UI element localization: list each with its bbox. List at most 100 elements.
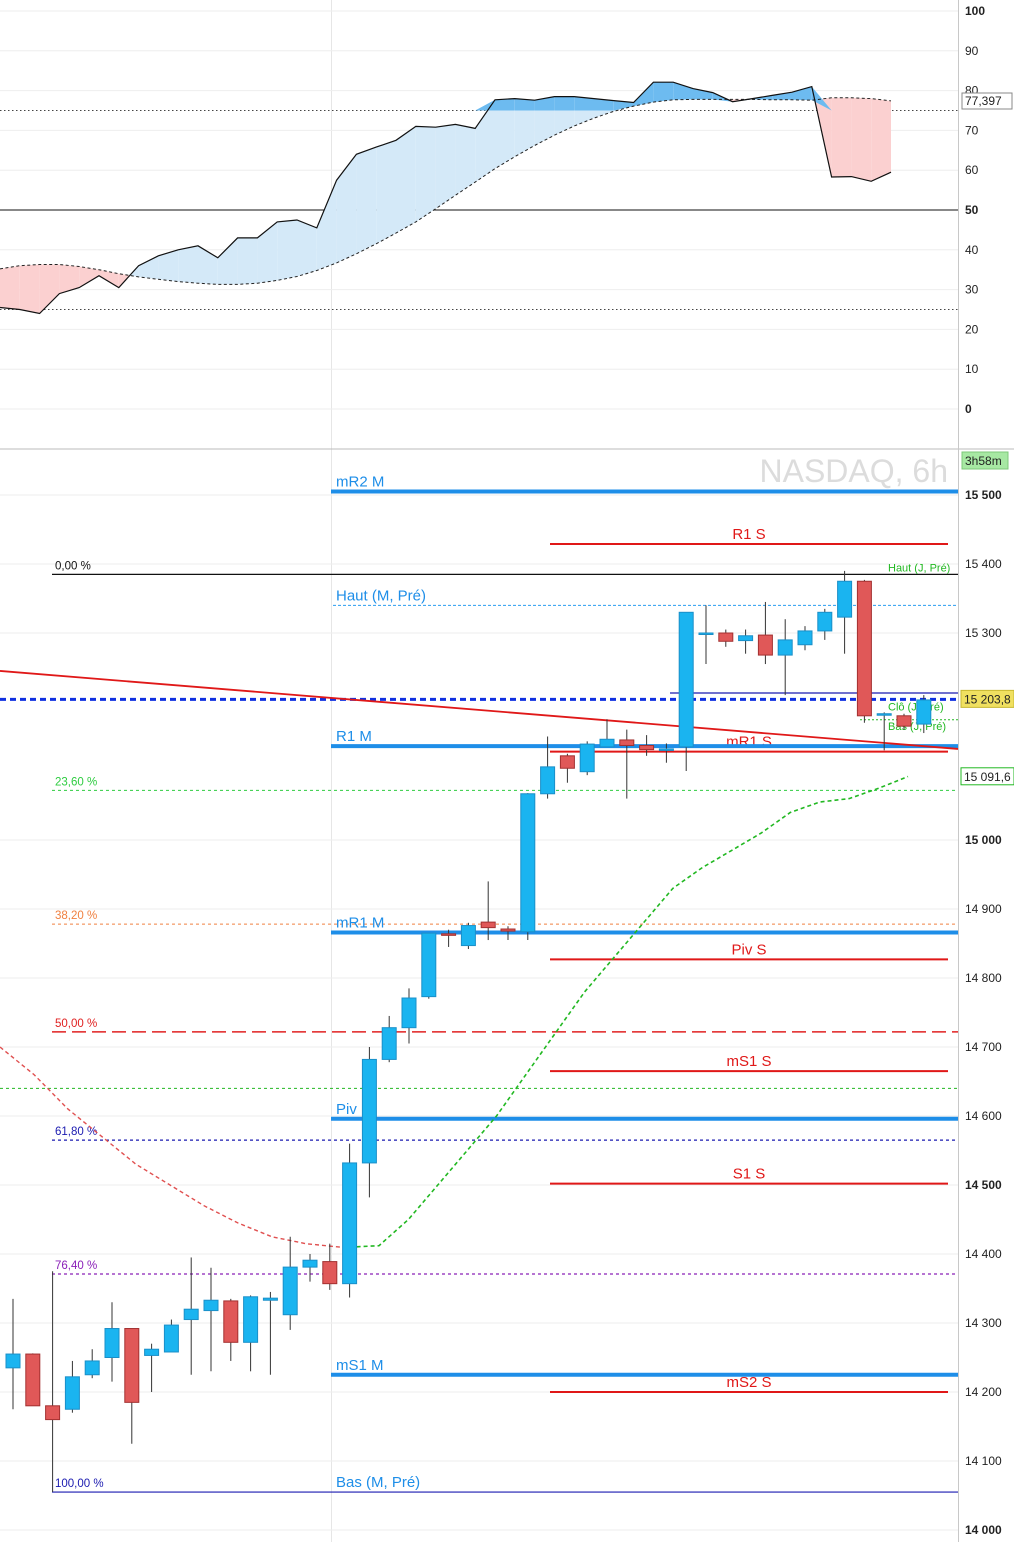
daily-level-label: Clô (J, Pré) [888, 702, 944, 714]
osc-fill-segment [455, 124, 476, 196]
monthly-pivot-label: mR2 M [336, 474, 384, 491]
price-tick-label: 14 900 [965, 902, 1002, 916]
osc-tick-label: 70 [965, 123, 979, 137]
candle-bullish [421, 932, 437, 998]
osc-fill-segment [376, 140, 396, 244]
bas-m-label: Bas (M, Pré) [336, 1474, 420, 1491]
candle-bullish [163, 1324, 179, 1353]
ma-price-box [960, 767, 1014, 786]
timer-box [961, 451, 1009, 470]
candle-bearish [757, 634, 773, 656]
candle-bullish [797, 630, 813, 646]
price-tick-label: 14 100 [965, 1454, 1002, 1468]
osc-fill-segment [59, 264, 80, 294]
osc-overbought-fill [495, 98, 515, 111]
osc-fill-segment [871, 98, 891, 182]
osc-fill-segment [316, 180, 337, 271]
candle-bullish [738, 635, 754, 642]
trend-line [0, 670, 959, 750]
osc-last-value-box [961, 92, 1013, 110]
osc-fill-segment [277, 219, 297, 281]
fib-level-label: 50,00 % [55, 1018, 97, 1030]
candle-bearish [896, 715, 912, 727]
candle-bullish [540, 766, 556, 795]
timer-label: 3h58m [965, 454, 1002, 468]
osc-tick-label: 90 [965, 44, 979, 58]
osc-tick-label: 100 [965, 4, 985, 18]
candle-bullish [203, 1299, 219, 1312]
price-tick-label: 14 800 [965, 971, 1002, 985]
price-tick-label: 14 500 [965, 1178, 1002, 1192]
price-tick-label: 14 600 [965, 1109, 1002, 1123]
daily-level-label: Haut (J, Pré) [888, 562, 950, 574]
osc-tick-label: 50 [965, 203, 979, 217]
osc-overbought-fill [574, 96, 594, 111]
candle-bullish [5, 1353, 21, 1369]
candle-bullish [520, 793, 536, 933]
candle-bearish [718, 632, 734, 642]
candle-bullish [84, 1360, 100, 1376]
monthly-pivot-label: mS1 M [336, 1357, 384, 1374]
osc-signal-line [0, 97, 892, 285]
price-tick-label: 14 000 [965, 1523, 1002, 1537]
price-tick-label: 14 200 [965, 1385, 1002, 1399]
osc-fill-segment [356, 147, 377, 254]
price-tick-label: 14 700 [965, 1040, 1002, 1054]
osc-overbought-fill [554, 96, 575, 111]
candle-bearish [25, 1353, 41, 1407]
candle-bullish [64, 1376, 80, 1410]
price-tick-label: 14 300 [965, 1316, 1002, 1330]
osc-fill-segment [138, 255, 159, 280]
last-price-label: 15 203,8 [964, 692, 1011, 706]
candle-bearish [124, 1328, 140, 1403]
price-tick-label: 14 400 [965, 1247, 1002, 1261]
osc-tick-label: 60 [965, 163, 979, 177]
osc-fill-segment [435, 124, 456, 209]
osc-overbought-fill [594, 98, 614, 111]
osc-fill-segment [475, 99, 495, 183]
osc-overbought-fill [792, 86, 812, 101]
osc-fill-segment [336, 154, 357, 263]
price-tick-label: 15 000 [965, 833, 1002, 847]
price-tick-label: 15 400 [965, 557, 1002, 571]
osc-fill-segment [99, 269, 119, 288]
osc-overbought-fill [514, 98, 535, 111]
osc-overbought-fill [811, 86, 832, 111]
osc-fill-segment [851, 97, 872, 182]
fib-level-label: 38,20 % [55, 910, 97, 922]
weekly-pivot-label: mS2 S [726, 1374, 771, 1391]
candle-bearish [619, 739, 635, 746]
candle-bullish [837, 580, 853, 618]
candle-bullish [262, 1297, 278, 1301]
osc-fill-segment [514, 98, 535, 157]
haut-m-label: Haut (M, Pré) [336, 587, 426, 604]
osc-fill-segment [297, 219, 317, 277]
candle-bullish [817, 611, 833, 632]
candle-bullish [104, 1328, 120, 1359]
osc-overbought-fill [633, 82, 654, 107]
candle-bearish [559, 755, 575, 769]
candle-bullish [876, 713, 892, 716]
osc-tick-label: 0 [965, 402, 972, 416]
candle-bullish [144, 1348, 160, 1356]
price-panel: NASDAQ, 6h 0,00 % 23,60 % 38,20 % 50,00 % 61,… [0, 453, 959, 1493]
chart-title-watermark: NASDAQ, 6h [759, 453, 948, 489]
price-tick-label: 15 300 [965, 626, 1002, 640]
osc-overbought-fill [534, 96, 555, 111]
candle-bearish [45, 1405, 61, 1421]
osc-fill-segment [79, 266, 99, 288]
osc-fill-segment [19, 264, 40, 314]
candle-bullish [361, 1058, 377, 1164]
osc-fill-segment [396, 126, 416, 234]
candle-bearish [500, 928, 516, 932]
osc-overbought-fill [673, 82, 693, 100]
osc-fill-segment [831, 97, 852, 177]
candle-bearish [441, 933, 457, 936]
candle-bullish [658, 748, 674, 751]
weekly-pivot-label: R1 S [732, 526, 765, 543]
candle-bullish [282, 1266, 298, 1316]
osc-tick-label: 40 [965, 243, 979, 257]
candle-bullish [698, 632, 714, 635]
